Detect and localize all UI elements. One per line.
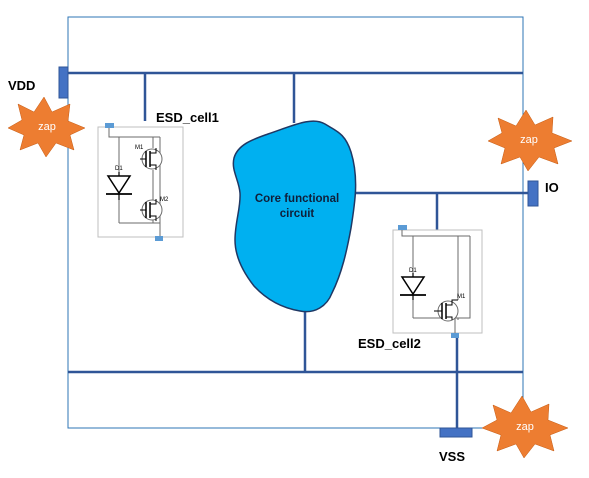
esd-cell2-label: ESD_cell2 <box>358 336 421 351</box>
esd-cell1-box <box>98 127 183 237</box>
esd-cell1-vdd-contact <box>105 123 114 128</box>
zap-label-vss: zap <box>510 421 540 433</box>
esd-cell2-io-contact <box>398 225 407 230</box>
esd-cell2-vss-contact <box>451 333 459 338</box>
esd-cell1-m1-label: M1 <box>135 145 143 151</box>
esd-cell1-diode-label: D1 <box>115 166 123 172</box>
esd-cell1-m2-label: M2 <box>160 197 168 203</box>
io-label: IO <box>545 180 559 195</box>
core-circuit-label-line1: Core functional <box>243 192 351 207</box>
esd-cell2-m1-label: M1 <box>457 294 465 300</box>
core-circuit-label-line2: circuit <box>243 207 351 222</box>
vdd-label: VDD <box>8 78 35 93</box>
esd-cell2-diode-label: D1 <box>409 268 417 274</box>
vss-pad <box>440 428 472 437</box>
esd-cell2 <box>393 225 482 338</box>
zap-label-io: zap <box>514 134 544 146</box>
esd-cell1 <box>98 123 183 241</box>
vss-label: VSS <box>439 449 465 464</box>
vdd-pad <box>59 67 68 98</box>
esd-cell1-label: ESD_cell1 <box>156 110 219 125</box>
core-circuit-label: Core functional circuit <box>243 192 351 222</box>
esd-cell1-vss-contact <box>155 236 163 241</box>
io-pad <box>528 181 538 206</box>
zap-label-vdd: zap <box>32 121 62 133</box>
